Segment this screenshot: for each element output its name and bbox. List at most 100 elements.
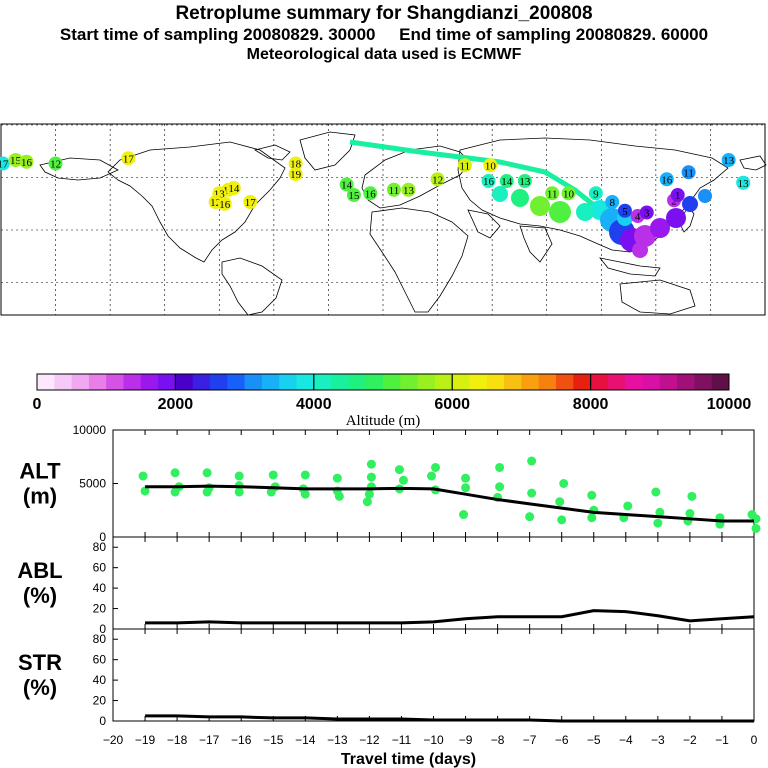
altitude-point bbox=[266, 487, 276, 497]
y-tick-label: 80 bbox=[93, 632, 107, 646]
colorbar-swatch bbox=[486, 374, 505, 390]
plume-marker bbox=[721, 153, 736, 167]
colorbar-swatch bbox=[331, 374, 349, 390]
plume-marker-label: 12 bbox=[432, 174, 443, 186]
altitude-point bbox=[495, 462, 505, 472]
plume-marker bbox=[499, 174, 514, 188]
altitude-point bbox=[398, 475, 408, 485]
altitude-point bbox=[334, 491, 344, 501]
y-tick-label: 80 bbox=[93, 540, 107, 554]
altitude-point bbox=[527, 488, 537, 498]
plume-marker bbox=[0, 156, 10, 171]
plume-blob bbox=[511, 189, 529, 207]
colorbar-swatch bbox=[677, 374, 695, 390]
colorbar-swatch bbox=[227, 374, 246, 390]
altitude-point bbox=[651, 487, 661, 497]
plume-marker-label: 8 bbox=[609, 197, 615, 209]
series-line bbox=[145, 609, 755, 625]
altitude-point bbox=[461, 473, 471, 483]
altitude-point bbox=[653, 518, 663, 528]
altitude-point bbox=[495, 482, 505, 492]
plume-marker-label: 16 bbox=[661, 174, 673, 186]
plume-marker bbox=[736, 175, 751, 190]
colorbar-swatch bbox=[694, 374, 713, 390]
plume-marker bbox=[243, 195, 258, 209]
altitude-point bbox=[559, 479, 569, 488]
x-tick-label: −6 bbox=[555, 733, 569, 747]
plume-marker bbox=[545, 186, 560, 201]
x-tick-label: −15 bbox=[263, 733, 284, 747]
colorbar-swatch bbox=[54, 374, 73, 390]
colorbar-swatch bbox=[192, 374, 211, 390]
plume-marker-label: 11 bbox=[460, 160, 471, 172]
panel-title: ALT bbox=[19, 459, 61, 484]
plume-marker bbox=[605, 195, 620, 209]
meteo-source: Meteorological data used is ECMWF bbox=[246, 46, 522, 63]
altitude-point bbox=[268, 470, 278, 480]
panel-unit: (%) bbox=[23, 675, 57, 700]
colorbar-swatch bbox=[279, 374, 297, 390]
altitude-point bbox=[431, 462, 440, 472]
plume-marker bbox=[681, 165, 696, 180]
colorbar-swatch bbox=[210, 374, 228, 390]
colorbar-swatch bbox=[175, 374, 194, 390]
plume-marker-label: 13 bbox=[214, 188, 226, 200]
altitude-point bbox=[364, 489, 374, 499]
time-series-panels: 1000050000ALT(m)806040200ABL(%)806040200… bbox=[17, 423, 761, 768]
panel-abl: 80 60 40 20 0 ABL(%) bbox=[17, 536, 755, 636]
plume-marker-label: 11 bbox=[547, 188, 558, 200]
x-tick-label: −13 bbox=[327, 733, 348, 747]
plume-marker-label: 11 bbox=[683, 167, 694, 179]
x-tick-label: −9 bbox=[459, 733, 473, 747]
x-tick-label: −3 bbox=[651, 733, 665, 747]
y-tick-label: 10000 bbox=[73, 423, 107, 437]
plume-marker-label: 13 bbox=[403, 185, 415, 197]
x-tick-label: −19 bbox=[135, 733, 156, 747]
plume-marker bbox=[346, 188, 361, 202]
colorbar-swatch bbox=[642, 374, 661, 390]
colorbar-swatch bbox=[296, 374, 315, 390]
colorbar-tick-label: 4000 bbox=[296, 396, 332, 413]
altitude-point bbox=[300, 489, 310, 499]
altitude-point bbox=[685, 508, 695, 518]
altitude-point bbox=[587, 490, 597, 500]
altitude-point bbox=[751, 523, 761, 533]
altitude-point bbox=[234, 471, 244, 481]
altitude-point bbox=[587, 513, 597, 523]
colorbar-swatch bbox=[71, 374, 90, 390]
plume-marker-label: 13 bbox=[723, 155, 735, 167]
plume-blob bbox=[549, 201, 571, 223]
plume-marker-label: 16 bbox=[219, 199, 231, 211]
plume-marker bbox=[363, 186, 378, 201]
altitude-point bbox=[525, 512, 535, 522]
plume-marker bbox=[481, 174, 496, 188]
colorbar-swatch bbox=[400, 374, 419, 390]
plume-marker bbox=[401, 182, 416, 197]
altitude-point bbox=[202, 468, 212, 478]
colorbar-tick-label: 10000 bbox=[707, 396, 752, 413]
plume-marker-label: 12 bbox=[50, 159, 61, 171]
colorbar-swatch bbox=[469, 374, 488, 390]
altitude-point bbox=[655, 507, 665, 517]
plume-marker bbox=[639, 205, 654, 220]
colorbar-swatch bbox=[88, 374, 107, 390]
panel-str: 80 60 40 20 0 STR(%) bbox=[18, 628, 755, 728]
plume-marker bbox=[386, 182, 401, 197]
colorbar-swatch bbox=[261, 374, 280, 390]
x-tick-label: −2 bbox=[683, 733, 697, 747]
x-tick-label: −16 bbox=[231, 733, 252, 747]
plume-marker-label: 16 bbox=[483, 176, 495, 188]
plume-marker bbox=[517, 174, 532, 188]
y-tick-label: 0 bbox=[99, 530, 106, 544]
altitude-point bbox=[234, 487, 244, 497]
colorbar-swatch bbox=[538, 374, 557, 390]
colorbar-swatch bbox=[625, 374, 643, 390]
altitude-point bbox=[202, 487, 212, 497]
altitude-point bbox=[138, 471, 148, 481]
plume-marker-label: 13 bbox=[738, 178, 750, 190]
altitude-point bbox=[459, 510, 469, 520]
plume-marker bbox=[457, 158, 472, 173]
plume-blob bbox=[492, 186, 508, 202]
plume-blob bbox=[632, 242, 648, 258]
